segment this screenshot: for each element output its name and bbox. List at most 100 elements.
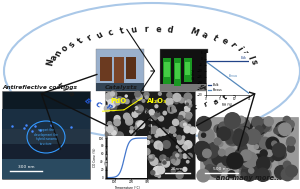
Circle shape	[154, 172, 159, 176]
Circle shape	[224, 161, 232, 169]
Circle shape	[143, 148, 150, 155]
Circle shape	[141, 154, 145, 158]
Circle shape	[115, 99, 120, 105]
Circle shape	[278, 158, 288, 167]
Circle shape	[151, 114, 157, 120]
Text: Sensors: Sensors	[200, 85, 228, 90]
Circle shape	[163, 111, 167, 115]
Circle shape	[255, 121, 268, 134]
Circle shape	[177, 158, 180, 161]
Circle shape	[172, 158, 180, 165]
Circle shape	[214, 125, 222, 133]
Circle shape	[186, 103, 188, 105]
Circle shape	[128, 144, 134, 149]
Text: t: t	[192, 104, 198, 111]
Circle shape	[262, 145, 278, 160]
Circle shape	[180, 121, 187, 127]
Circle shape	[131, 131, 136, 135]
Circle shape	[197, 169, 209, 182]
Circle shape	[108, 150, 115, 157]
Circle shape	[107, 153, 113, 159]
Circle shape	[224, 113, 240, 129]
Circle shape	[227, 138, 232, 143]
Text: 20nm: 20nm	[171, 167, 183, 171]
Bar	[2, 129, 90, 144]
Circle shape	[212, 151, 226, 165]
Circle shape	[226, 136, 234, 144]
Text: d: d	[167, 25, 174, 35]
Circle shape	[126, 116, 132, 123]
Text: o: o	[59, 44, 70, 53]
Circle shape	[223, 129, 233, 139]
Circle shape	[150, 131, 152, 134]
Circle shape	[117, 97, 122, 102]
Circle shape	[252, 117, 262, 127]
Circle shape	[172, 119, 179, 125]
Text: i: i	[169, 107, 173, 113]
Circle shape	[135, 91, 140, 97]
Circle shape	[223, 153, 235, 165]
Circle shape	[264, 157, 271, 164]
Circle shape	[195, 142, 210, 157]
Circle shape	[163, 161, 166, 164]
Text: a: a	[200, 30, 209, 40]
Circle shape	[113, 99, 119, 104]
Circle shape	[165, 130, 168, 133]
Circle shape	[257, 157, 270, 170]
Text: l: l	[245, 55, 255, 60]
Bar	[96, 83, 144, 91]
Circle shape	[186, 100, 191, 105]
Circle shape	[228, 171, 235, 178]
Text: e: e	[155, 25, 161, 34]
Bar	[2, 159, 90, 179]
Circle shape	[160, 156, 163, 158]
Y-axis label: CO Conv. (%): CO Conv. (%)	[93, 147, 97, 167]
Circle shape	[115, 140, 122, 147]
Porous	[247, 92, 251, 94]
Circle shape	[162, 131, 166, 135]
Circle shape	[286, 165, 297, 177]
Circle shape	[110, 105, 116, 111]
Text: r: r	[85, 33, 94, 43]
Circle shape	[177, 135, 181, 140]
Bulk	[218, 60, 221, 62]
Circle shape	[286, 120, 294, 129]
Text: and many more...: and many more...	[216, 175, 282, 181]
Circle shape	[138, 121, 143, 125]
Text: r: r	[227, 40, 237, 49]
Circle shape	[253, 126, 261, 134]
Circle shape	[244, 128, 248, 132]
Circle shape	[249, 160, 261, 172]
Text: t: t	[211, 33, 219, 42]
Circle shape	[178, 115, 183, 120]
Circle shape	[116, 137, 119, 140]
Circle shape	[169, 127, 176, 133]
Circle shape	[109, 130, 114, 135]
Circle shape	[128, 159, 133, 164]
Circle shape	[232, 120, 238, 126]
Circle shape	[175, 100, 178, 104]
Bar	[160, 84, 208, 91]
Circle shape	[158, 167, 165, 174]
Circle shape	[255, 141, 263, 149]
Circle shape	[233, 131, 248, 146]
Circle shape	[145, 109, 148, 113]
Circle shape	[176, 172, 183, 178]
Circle shape	[214, 138, 221, 145]
Circle shape	[243, 150, 251, 158]
Circle shape	[130, 130, 133, 133]
Circle shape	[254, 145, 258, 149]
Text: i: i	[61, 87, 67, 92]
Circle shape	[145, 96, 148, 99]
Circle shape	[124, 113, 130, 119]
Circle shape	[242, 152, 258, 167]
Circle shape	[128, 172, 134, 178]
Circle shape	[250, 159, 261, 169]
Circle shape	[107, 136, 109, 139]
Text: e: e	[219, 36, 229, 46]
Circle shape	[203, 149, 211, 158]
Circle shape	[287, 137, 295, 145]
Circle shape	[179, 112, 185, 118]
Circle shape	[257, 166, 265, 174]
Circle shape	[238, 127, 251, 140]
